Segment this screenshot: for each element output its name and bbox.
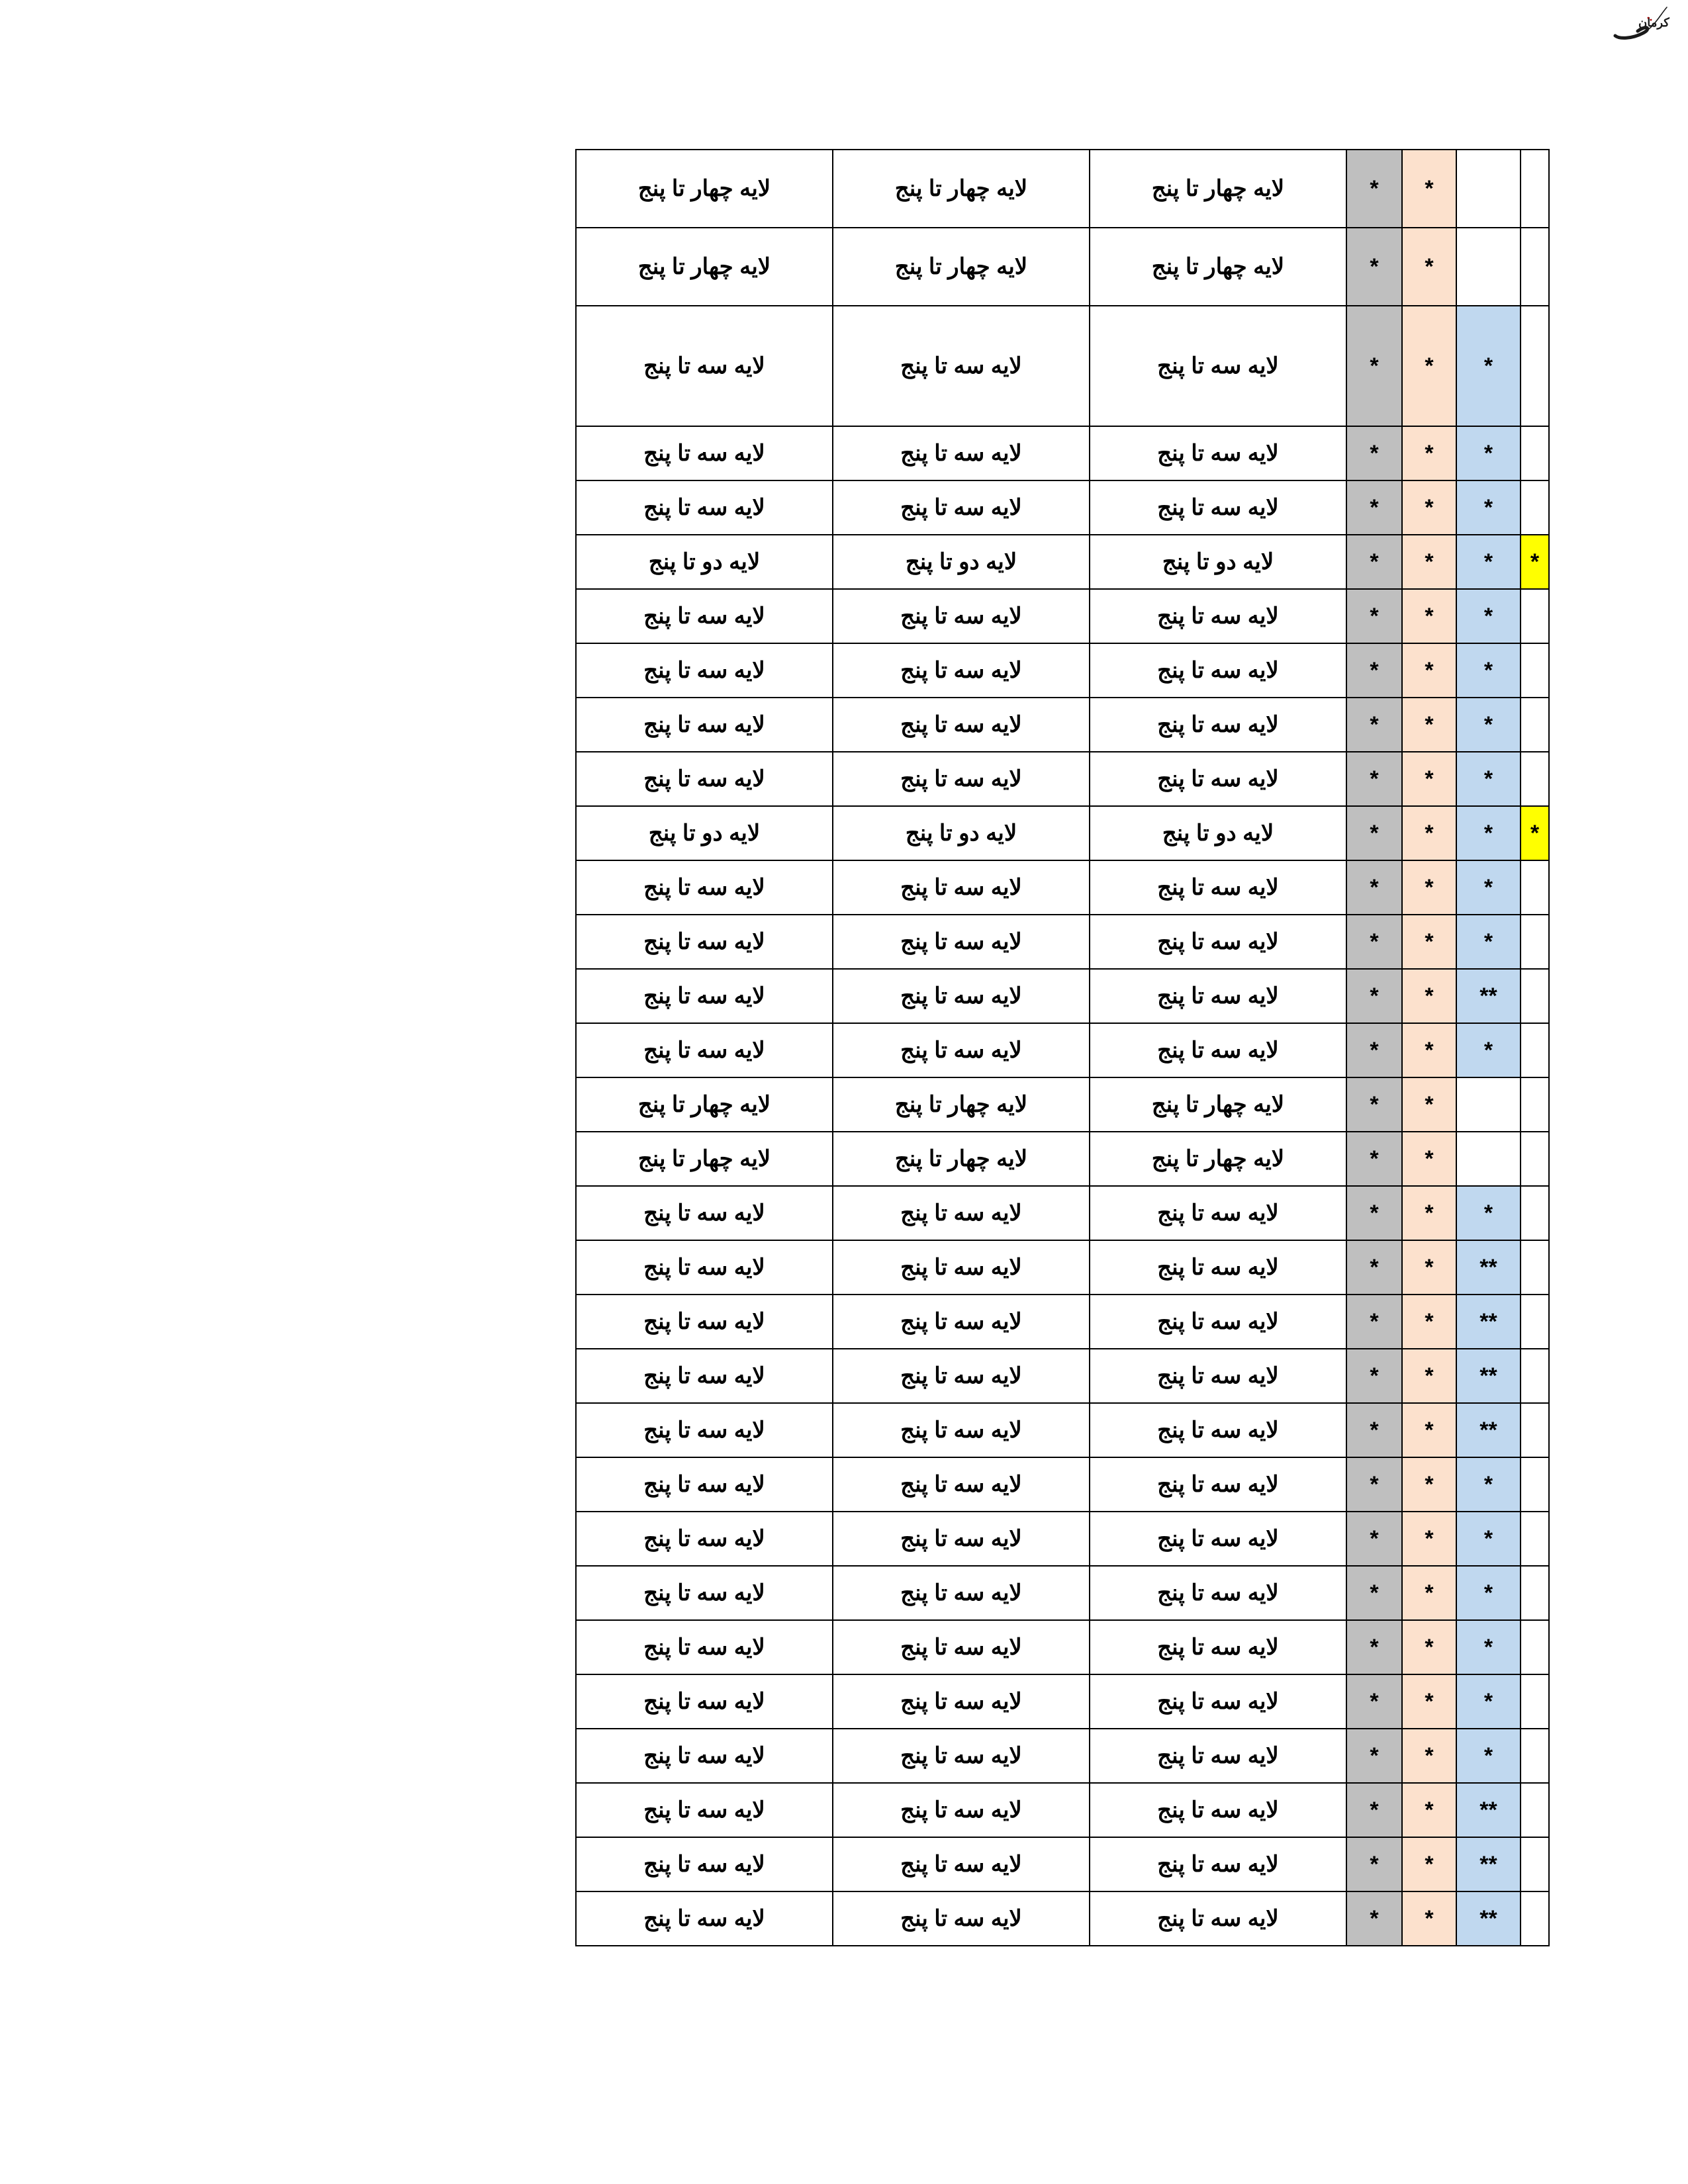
svg-text:کرمان: کرمان (1638, 16, 1669, 30)
